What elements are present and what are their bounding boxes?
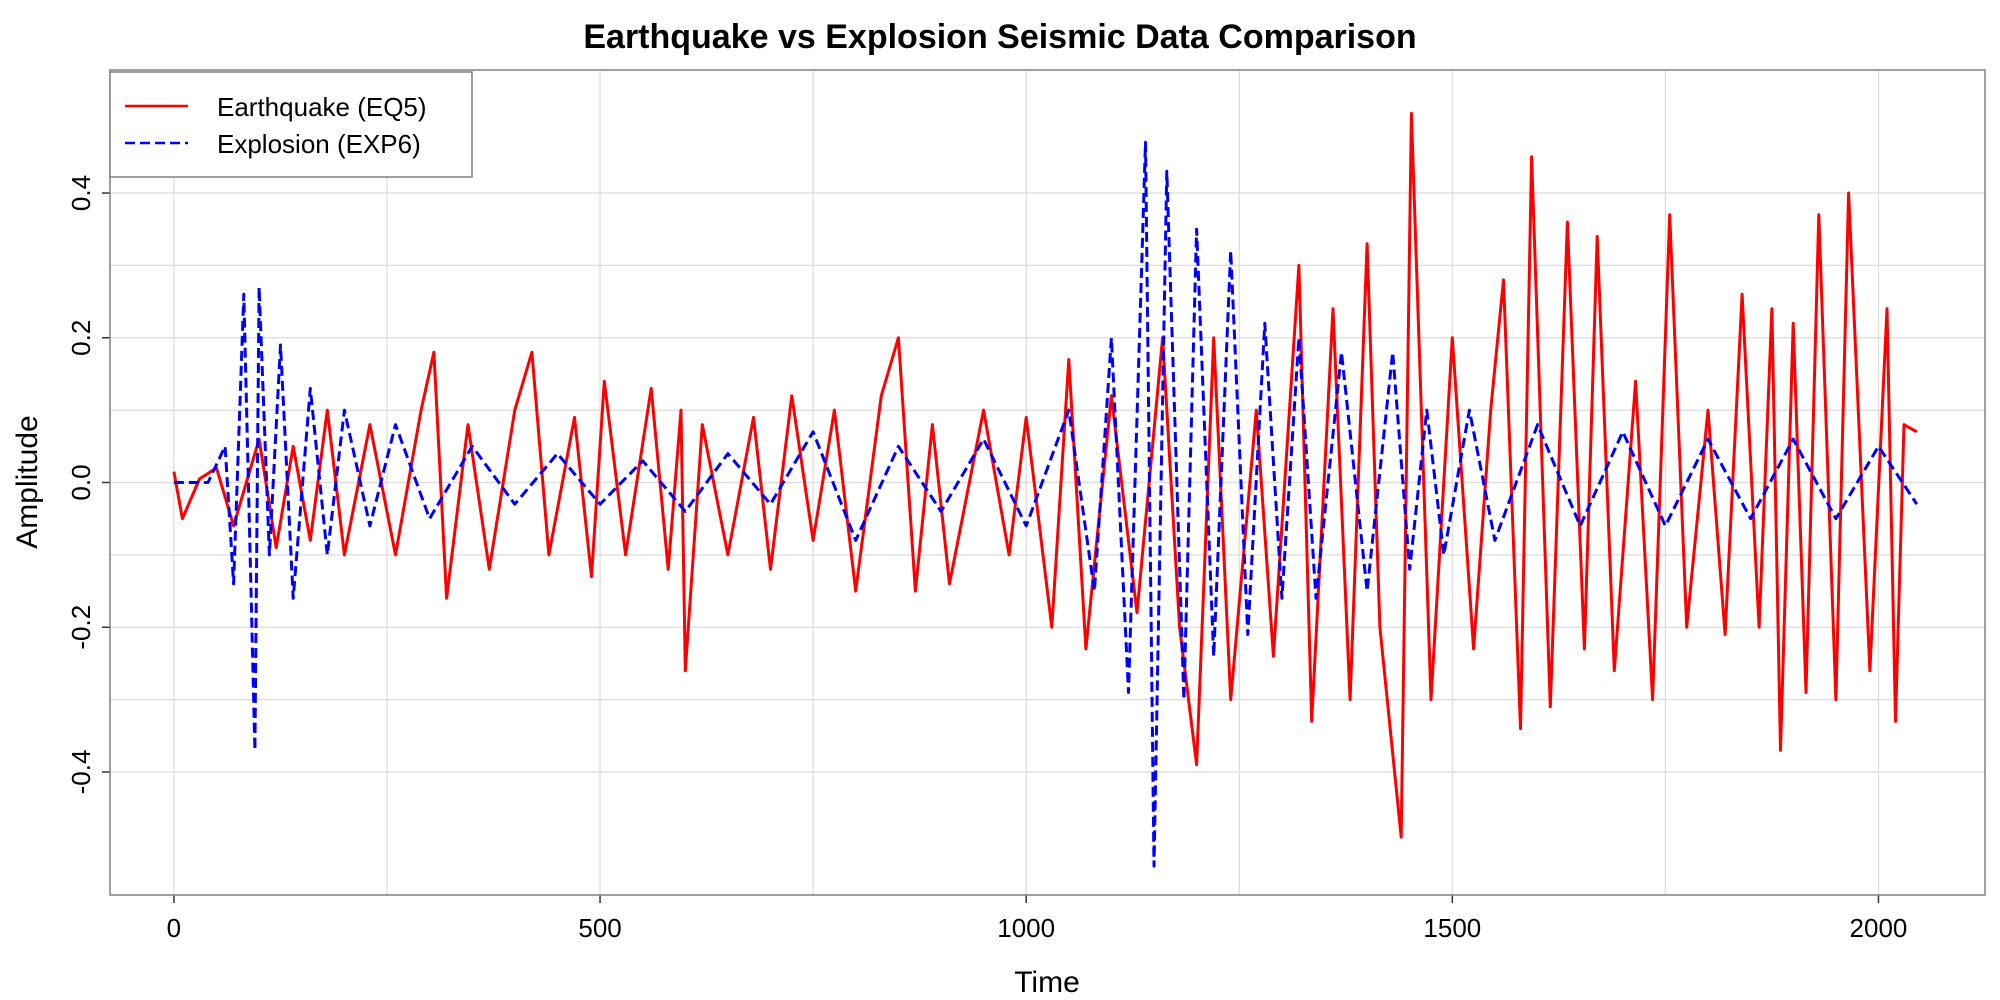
legend-label-earthquake: Earthquake (EQ5) xyxy=(217,92,427,122)
grid-lines xyxy=(110,70,1985,895)
series-line-earthquake xyxy=(172,111,1918,839)
y-tick-label: 0.4 xyxy=(66,175,96,211)
series-line-explosion xyxy=(173,140,1919,868)
plot-panel-border xyxy=(109,69,1986,896)
axis-ticks: 0 500 1000 1500 2000 -0.4 -0.2 0.0 0.2 0.4 xyxy=(66,175,1907,943)
y-tick-label: 0.0 xyxy=(66,464,96,500)
x-tick-label: 0 xyxy=(167,913,181,943)
y-tick-label: -0.2 xyxy=(66,605,96,650)
series-lines xyxy=(172,111,1919,868)
x-axis-label: Time xyxy=(1014,966,1080,999)
legend-label-explosion: Explosion (EXP6) xyxy=(217,129,421,159)
y-tick-label: -0.4 xyxy=(66,750,96,795)
legend-box xyxy=(109,71,473,178)
x-tick-label: 500 xyxy=(578,913,621,943)
chart-title: Earthquake vs Explosion Seismic Data Com… xyxy=(583,18,1416,56)
x-tick-label: 1000 xyxy=(997,913,1055,943)
y-tick-label: 0.2 xyxy=(66,320,96,356)
x-tick-label: 2000 xyxy=(1850,913,1908,943)
x-tick-label: 1500 xyxy=(1423,913,1481,943)
y-axis-label: Amplitude xyxy=(11,415,44,548)
legend: Earthquake (EQ5) Explosion (EXP6) xyxy=(109,71,473,178)
